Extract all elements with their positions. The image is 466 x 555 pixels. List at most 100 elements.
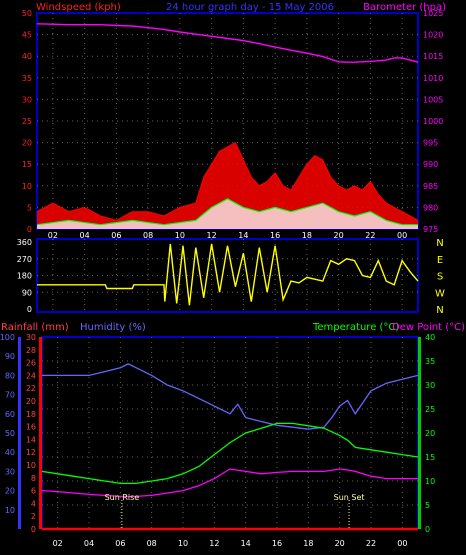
- humidity-tick-label: 40: [5, 448, 15, 457]
- barometer-tick-label: 990: [423, 160, 438, 169]
- temperature-tick-label: 20: [425, 429, 435, 438]
- windspeed-tick-label: 45: [22, 31, 32, 40]
- humidity-tick-label: 30: [5, 467, 15, 476]
- compass-tick-label: E: [437, 255, 443, 266]
- humidity-tick-label: 100: [0, 333, 15, 342]
- rainfall-tick-label: 8: [31, 474, 36, 483]
- temperature-tick-labels: 0 5 10 15 20 25 30 35 40: [425, 333, 435, 534]
- wind-direction-grid: [37, 239, 418, 312]
- time-tick-label: 16: [272, 539, 282, 548]
- humidity-tick-label: 70: [5, 391, 15, 400]
- barometer-tick-label: 1025: [423, 9, 443, 18]
- humidity-tick-label: 80: [5, 371, 15, 380]
- time-tick-label: 18: [302, 231, 312, 240]
- wind-direction-degree-labels: 0 90 180 270 360: [17, 238, 32, 314]
- time-tick-label: 22: [366, 539, 376, 548]
- barometer-tick-label: 1000: [423, 117, 443, 126]
- time-tick-label: 12: [207, 231, 217, 240]
- barometer-line: [36, 23, 419, 63]
- time-tick-label: 16: [270, 231, 280, 240]
- humidity-axis-title: Humidity (%): [80, 322, 146, 333]
- humidity-axis-bar: [18, 337, 21, 529]
- wind-direction-line: [37, 243, 419, 306]
- windspeed-tick-label: 15: [22, 160, 32, 169]
- sun-annotations: Sun Rise Sun Set: [105, 493, 365, 529]
- rainfall-tick-label: 20: [26, 397, 36, 406]
- rainfall-tick-label: 4: [31, 499, 36, 508]
- temperature-tick-label: 5: [425, 501, 430, 510]
- temperature-tick-label: 30: [425, 381, 435, 390]
- windspeed-tick-label: 20: [22, 139, 32, 148]
- temperature-axis-title: Temperature (°C): [312, 322, 399, 333]
- rainfall-tick-label: 0: [31, 525, 36, 534]
- windspeed-tick-label: 40: [22, 52, 32, 61]
- rainfall-tick-label: 30: [26, 333, 36, 342]
- degree-tick-label: 360: [17, 238, 32, 247]
- compass-tick-label: N: [436, 305, 443, 316]
- humidity-tick-label: 20: [5, 487, 15, 496]
- humidity-line: [42, 363, 419, 430]
- windspeed-line: [36, 141, 419, 221]
- time-tick-label: 00: [397, 539, 407, 548]
- rain-humidity-temperature-grid: [42, 337, 418, 529]
- time-tick-label: 08: [143, 231, 153, 240]
- barometer-axis-title: Barometer (hpa): [363, 2, 446, 13]
- rainfall-tick-label: 16: [26, 423, 36, 432]
- rainfall-tick-label: 2: [31, 512, 36, 521]
- compass-tick-label: S: [437, 272, 443, 283]
- windspeed-tick-label: 10: [22, 182, 32, 191]
- humidity-tick-label: 90: [5, 352, 15, 361]
- temperature-axis-bar: [418, 337, 421, 529]
- temperature-tick-label: 15: [425, 453, 435, 462]
- temperature-tick-label: 40: [425, 333, 435, 342]
- windspeed-axis-title: Windspeed (kph): [36, 2, 121, 13]
- rainfall-tick-label: 24: [26, 371, 36, 380]
- temperature-tick-label: 0: [425, 525, 430, 534]
- time-tick-label: 20: [334, 231, 344, 240]
- barometer-tick-label: 980: [423, 203, 438, 212]
- barometer-tick-labels: 975 980 985 990 995 1000 1005 1010 1015 1020 1025: [423, 9, 443, 234]
- time-tick-label: 20: [335, 539, 345, 548]
- humidity-tick-label: 50: [5, 429, 15, 438]
- compass-tick-label: W: [435, 288, 445, 299]
- barometer-tick-label: 1020: [423, 31, 443, 40]
- time-tick-label: 04: [80, 231, 90, 240]
- chart-title: 24 hour graph day - 15 May 2006: [166, 2, 334, 13]
- time-tick-label: 06: [111, 231, 121, 240]
- temperature-tick-label: 35: [425, 357, 435, 366]
- rainfall-axis-bar: [39, 337, 42, 529]
- wind-low-line: [36, 198, 418, 226]
- time-tick-label: 18: [303, 539, 313, 548]
- temperature-time-tick-labels: 02 04 06 08 10 12 14 16 18 20 22 00: [53, 539, 408, 548]
- barometer-tick-label: 975: [423, 225, 438, 234]
- dewpoint-axis-title: Dew Point (°C): [392, 322, 465, 333]
- time-tick-label: 10: [175, 231, 185, 240]
- rainfall-axis-title: Rainfall (mm): [1, 322, 69, 333]
- wind-low-area: [37, 198, 418, 229]
- rainfall-tick-label: 18: [26, 410, 36, 419]
- rainfall-tick-label: 22: [26, 384, 36, 393]
- temperature-tick-label: 10: [425, 477, 435, 486]
- time-tick-label: 06: [115, 539, 125, 548]
- rainfall-tick-label: 12: [26, 448, 36, 457]
- time-tick-label: 02: [53, 539, 63, 548]
- degree-tick-label: 90: [22, 288, 32, 297]
- windspeed-tick-label: 35: [22, 74, 32, 83]
- rainfall-tick-label: 6: [31, 487, 36, 496]
- wind-direction-series: [37, 243, 419, 306]
- sun-annotation-label: Sun Set: [334, 493, 365, 502]
- barometer-tick-label: 1005: [423, 95, 443, 104]
- degree-tick-label: 0: [27, 305, 32, 314]
- time-tick-label: 00: [397, 231, 407, 240]
- barometer-tick-label: 995: [423, 139, 438, 148]
- time-tick-label: 14: [238, 231, 248, 240]
- rainfall-tick-label: 14: [26, 435, 36, 444]
- barometer-tick-label: 1015: [423, 52, 443, 61]
- humidity-tick-labels: 10 20 30 40 50 60 70 80 90 100: [0, 333, 15, 515]
- windspeed-tick-label: 25: [22, 117, 32, 126]
